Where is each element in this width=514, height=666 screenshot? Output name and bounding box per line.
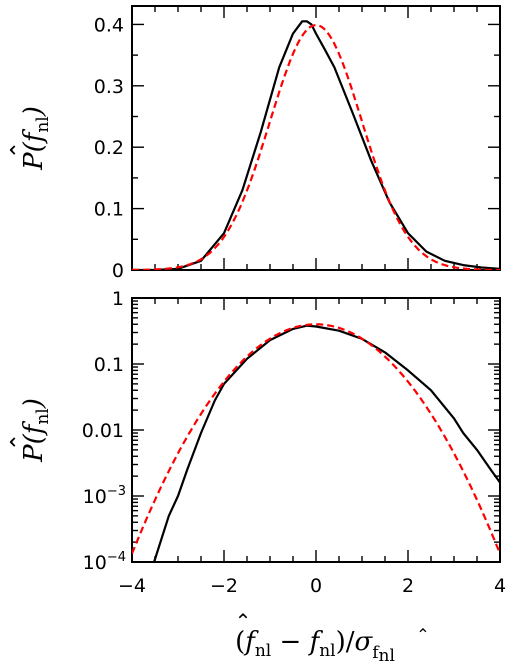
x-tick-label: −4 — [118, 575, 146, 597]
bottom-x-tick-labels: −4 −2 0 2 4 — [118, 575, 506, 597]
gaussian-curve — [132, 24, 500, 270]
top-y-axis-hat: ⌃ — [7, 141, 32, 159]
x-tick-label: 2 — [402, 575, 414, 597]
top-panel: 0 0.1 0.2 0.3 0.4 P(fnl) ⌃ — [7, 5, 501, 282]
x-tick-label: −2 — [210, 575, 238, 597]
y-tick-label: 10−4 — [83, 550, 126, 574]
top-ticks — [131, 6, 501, 271]
y-tick-label: 0.1 — [94, 199, 124, 221]
y-tick-label: 0.2 — [94, 137, 124, 159]
gaussian-curve — [132, 323, 500, 555]
top-y-axis-label: P(fnl) — [19, 106, 53, 171]
top-plot-frame — [131, 5, 501, 271]
x-axis-hat-1: ⌃ — [235, 609, 252, 633]
bottom-y-tick-labels: 10−4 10−3 0.01 0.1 1 — [82, 288, 126, 574]
y-tick-label: 0.4 — [94, 14, 124, 36]
bottom-panel: 10−4 10−3 0.01 0.1 1 −4 −2 0 2 4 P(fnl) ⌃ — [7, 288, 506, 597]
bottom-y-axis-hat: ⌃ — [7, 433, 32, 451]
bottom-ticks — [131, 297, 501, 563]
top-y-tick-labels: 0 0.1 0.2 0.3 0.4 — [94, 14, 124, 282]
measured-curve — [132, 20, 500, 270]
y-tick-label: 0.01 — [82, 420, 124, 442]
measured-curve — [153, 324, 500, 562]
bottom-plot-frame — [131, 297, 501, 563]
x-tick-label: 0 — [310, 575, 322, 597]
bottom-curves — [132, 323, 500, 562]
top-curves — [132, 20, 500, 270]
y-tick-label: 1 — [112, 288, 124, 310]
x-tick-label: 4 — [494, 575, 506, 597]
y-tick-label: 0.3 — [94, 76, 124, 98]
svg-text:(fnl − fnl)/σfnl: (fnl − fnl)/σfnl — [235, 627, 395, 666]
y-tick-label: 0.1 — [94, 354, 124, 376]
bottom-y-axis-label: P(fnl) — [19, 398, 53, 463]
x-axis-hat-2: ⌃ — [416, 625, 429, 644]
y-tick-label: 0 — [112, 260, 124, 282]
x-axis-label: (fnl − fnl)/σfnl ⌃ ⌃ — [235, 609, 430, 666]
y-tick-label: 10−3 — [83, 484, 126, 508]
